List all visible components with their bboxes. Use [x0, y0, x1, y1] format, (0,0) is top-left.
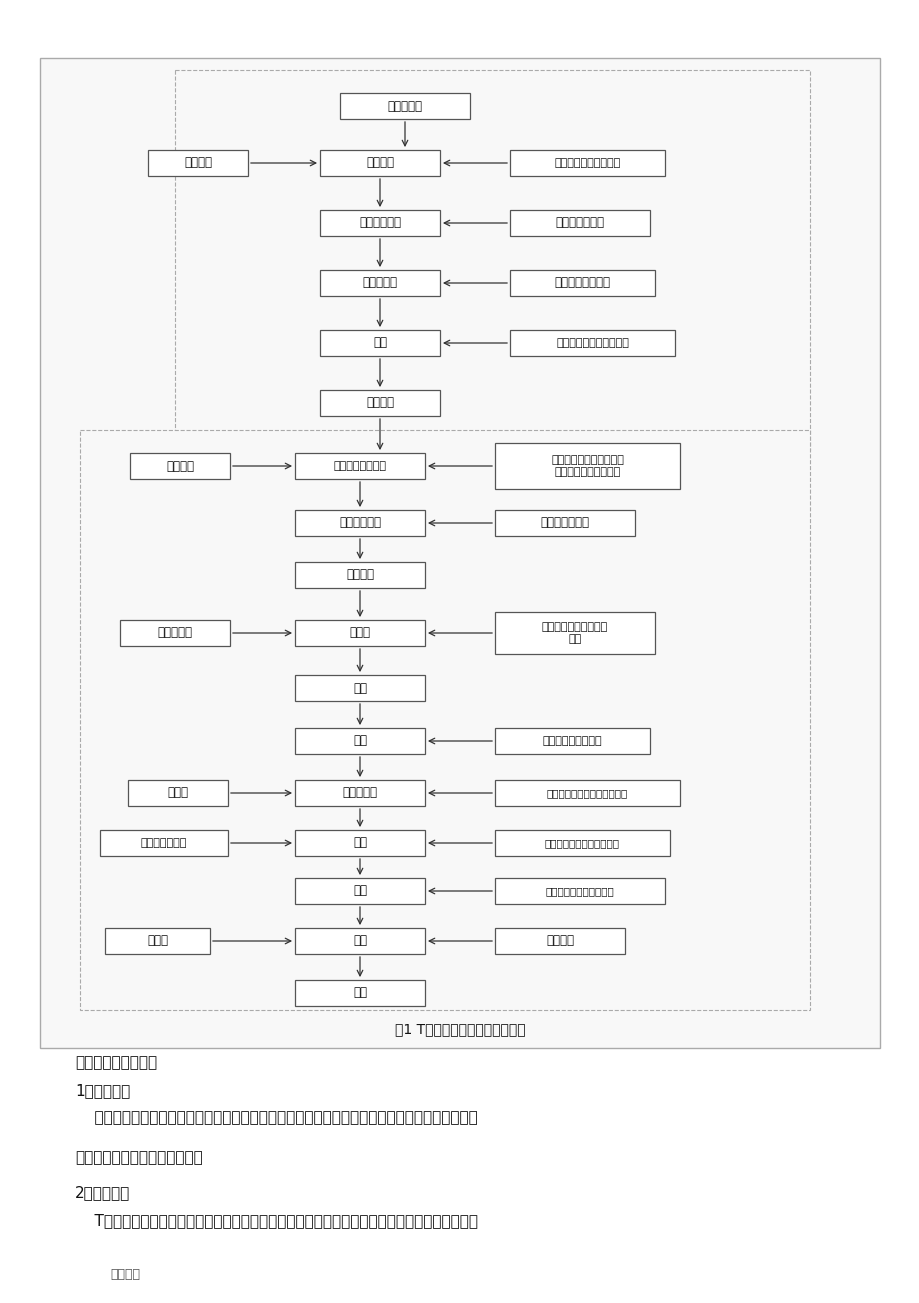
- Bar: [509, 150, 664, 176]
- Text: 所有钢筋均在钢筋加工场按要求加工成半成品，并分类编号堆存，树立半成品加工大样标识牌。: 所有钢筋均在钢筋加工场按要求加工成半成品，并分类编号堆存，树立半成品加工大样标识…: [75, 1110, 477, 1124]
- Bar: [295, 509, 425, 536]
- Text: 制作水泥浆试块: 制作水泥浆试块: [141, 838, 187, 848]
- Bar: [128, 780, 228, 807]
- Text: 钢筋配料、转运: 钢筋配料、转运: [555, 216, 604, 229]
- Bar: [295, 728, 425, 754]
- Text: 穿束: 穿束: [372, 336, 387, 349]
- Bar: [295, 980, 425, 1006]
- Text: 张控机具、锚具及穿绞线检查: 张控机具、锚具及穿绞线检查: [546, 788, 628, 797]
- Text: 拆模: 拆模: [353, 735, 367, 748]
- Bar: [494, 928, 624, 954]
- Text: 波纹管加工、转运: 波纹管加工、转运: [554, 276, 610, 289]
- Text: 模板加工: 模板加工: [165, 460, 194, 473]
- Text: 制作砼试块: 制作砼试块: [157, 627, 192, 640]
- Text: 压试块: 压试块: [167, 787, 188, 800]
- Text: 三、钢筋加工及安装: 三、钢筋加工及安装: [75, 1055, 157, 1070]
- Bar: [175, 70, 809, 450]
- Bar: [295, 562, 425, 588]
- Text: 养护: 养护: [353, 681, 367, 694]
- Text: 2、钢筋绑扎: 2、钢筋绑扎: [75, 1184, 130, 1200]
- Text: 钢筋配料、转运: 钢筋配料、转运: [540, 516, 589, 529]
- Bar: [295, 928, 425, 954]
- Bar: [40, 59, 879, 1048]
- Text: 安装: 安装: [353, 986, 367, 999]
- Text: 成品验收: 成品验收: [545, 934, 573, 947]
- Bar: [494, 780, 679, 807]
- Text: 模板整修、陈锈打油、安
装附着式振捣器、转运: 模板整修、陈锈打油、安 装附着式振捣器、转运: [550, 455, 623, 477]
- Bar: [320, 210, 439, 236]
- Bar: [509, 330, 675, 356]
- Bar: [100, 830, 228, 856]
- Bar: [509, 210, 650, 236]
- Bar: [494, 728, 650, 754]
- Bar: [130, 453, 230, 480]
- Text: 翼板钢筋绑扎: 翼板钢筋绑扎: [338, 516, 380, 529]
- Text: 质量检验: 质量检验: [366, 396, 393, 409]
- Text: 结构尺寸、外观检查: 结构尺寸、外观检查: [542, 736, 602, 747]
- Text: 堆存时，其下放枕木以利排水。: 堆存时，其下放枕木以利排水。: [75, 1151, 202, 1165]
- Bar: [494, 612, 654, 654]
- Text: 图1 T梁预制总体施工工艺流程图: 图1 T梁预制总体施工工艺流程图: [394, 1022, 525, 1036]
- Text: 钢筋骨架绑扎: 钢筋骨架绑扎: [358, 216, 401, 229]
- Text: 封锚: 封锚: [353, 885, 367, 898]
- Text: 专业资料: 专业资料: [110, 1268, 140, 1281]
- Text: 1、钢筋加工: 1、钢筋加工: [75, 1083, 130, 1098]
- Text: 预制场建设: 预制场建设: [387, 99, 422, 112]
- Bar: [295, 453, 425, 480]
- Text: 移梁: 移梁: [353, 934, 367, 947]
- Bar: [295, 878, 425, 904]
- Bar: [295, 620, 425, 646]
- Text: 压试块: 压试块: [147, 934, 168, 947]
- Bar: [494, 830, 669, 856]
- Text: 砼浇注: 砼浇注: [349, 627, 370, 640]
- Bar: [320, 390, 439, 416]
- Bar: [148, 150, 248, 176]
- Bar: [320, 270, 439, 296]
- Text: 穿绞线下料、编束、转运: 穿绞线下料、编束、转运: [555, 337, 629, 348]
- Bar: [494, 509, 634, 536]
- Bar: [320, 330, 439, 356]
- Text: T梁钢筋直接在台座上绑扎成型，采用钢筋定位架进行绑扎，钢筋的尺寸、数量、间距、位置必: T梁钢筋直接在台座上绑扎成型，采用钢筋定位架进行绑扎，钢筋的尺寸、数量、间距、位…: [75, 1213, 478, 1227]
- Text: 侧模、端头模安装: 侧模、端头模安装: [333, 461, 386, 470]
- Bar: [105, 928, 210, 954]
- Text: 施加预应力: 施加预应力: [342, 787, 377, 800]
- Bar: [295, 830, 425, 856]
- Text: 整修、清洗、刷脱模剂: 整修、清洗、刷脱模剂: [554, 158, 620, 168]
- Text: 压浆: 压浆: [353, 837, 367, 850]
- Bar: [320, 150, 439, 176]
- Bar: [494, 443, 679, 489]
- Text: 砼试配、原材料备料、
检验: 砼试配、原材料备料、 检验: [541, 622, 607, 644]
- Text: 波纹管安装: 波纹管安装: [362, 276, 397, 289]
- Text: 模板加工: 模板加工: [184, 156, 211, 169]
- Text: 切割钢绞线头、毛毛清洗: 切割钢绞线头、毛毛清洗: [545, 886, 614, 896]
- Bar: [295, 780, 425, 807]
- Text: 质量检验: 质量检验: [346, 568, 374, 581]
- Text: 底模铺装: 底模铺装: [366, 156, 393, 169]
- Bar: [80, 430, 809, 1010]
- Bar: [494, 878, 664, 904]
- Bar: [119, 620, 230, 646]
- Text: 水泥浆试配、压浆设备检查: 水泥浆试配、压浆设备检查: [544, 838, 619, 848]
- Bar: [509, 270, 654, 296]
- Bar: [340, 93, 470, 119]
- Bar: [295, 675, 425, 701]
